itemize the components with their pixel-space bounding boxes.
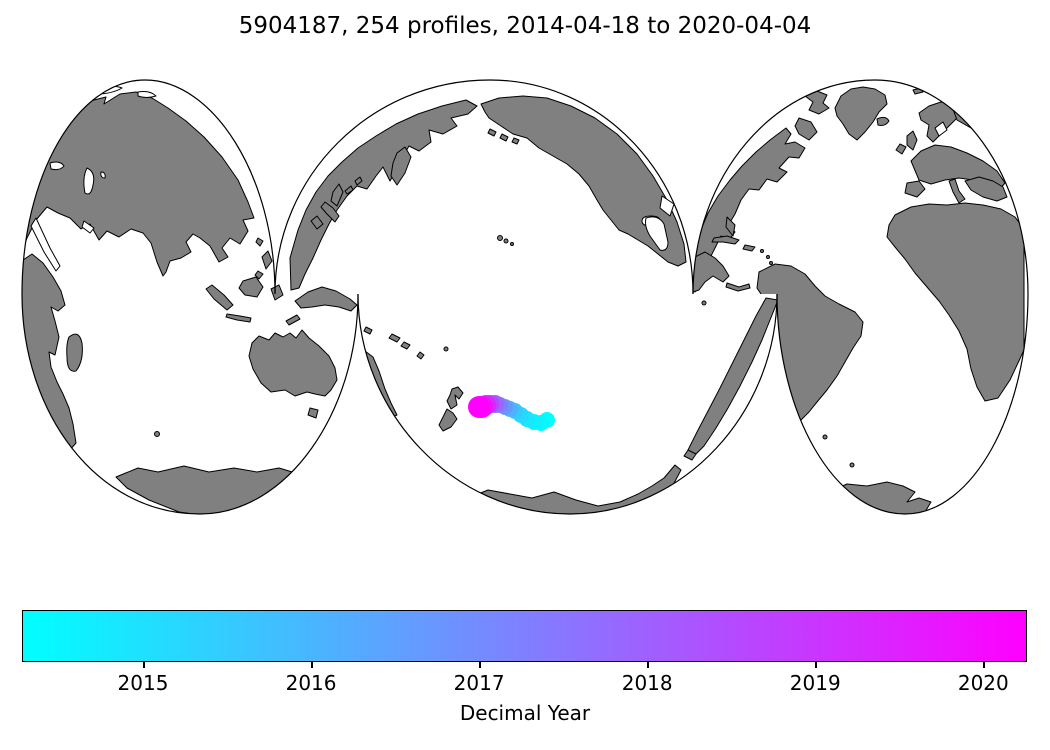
melanesia-islands bbox=[315, 297, 425, 360]
antarctica-indian-sector bbox=[115, 458, 331, 514]
baltic-sea bbox=[934, 121, 948, 137]
hudson-bay bbox=[659, 195, 675, 217]
britain-island bbox=[906, 130, 918, 151]
colorbar-tick-mark bbox=[479, 662, 481, 668]
gulf-of-california bbox=[645, 216, 669, 251]
south-america-landmass bbox=[756, 263, 864, 421]
panama-isthmus bbox=[725, 282, 751, 292]
tierra-del-fuego bbox=[683, 449, 697, 461]
page-title: 5904187, 254 profiles, 2014-04-18 to 202… bbox=[238, 13, 812, 39]
lobe1-south-boundary bbox=[21, 293, 359, 515]
lobe2-south-boundary bbox=[357, 293, 778, 515]
profile-dot bbox=[468, 396, 490, 418]
south-atlantic-island-3 bbox=[815, 486, 821, 492]
colorbar-tick-label: 2020 bbox=[957, 671, 1009, 695]
colorbar-tick-label: 2017 bbox=[453, 671, 505, 695]
puerto-rico-island bbox=[760, 249, 764, 253]
caspian-sea bbox=[83, 167, 95, 195]
madagascar-island bbox=[66, 333, 83, 372]
kuril-islands bbox=[344, 176, 363, 195]
greenland-island bbox=[834, 86, 888, 141]
ireland-island bbox=[895, 143, 907, 155]
aral-sea bbox=[100, 171, 106, 179]
hispaniola-island bbox=[742, 244, 756, 252]
arctic-channel-2 bbox=[137, 91, 157, 98]
lobe3-south-boundary bbox=[776, 293, 1029, 515]
hawaii-island-2 bbox=[503, 238, 509, 244]
africa-landmass bbox=[886, 202, 1025, 402]
fiji-island bbox=[443, 346, 449, 352]
lobe2-north-boundary bbox=[274, 79, 694, 295]
colorbar-axis-label: Decimal Year bbox=[459, 701, 591, 725]
new-zealand-north-island bbox=[446, 386, 464, 410]
south-atlantic-island-2 bbox=[849, 462, 855, 468]
antarctica-pacific-sector bbox=[465, 464, 682, 514]
black-sea bbox=[49, 161, 65, 171]
colorbar-tick-label: 2018 bbox=[621, 671, 673, 695]
colorbar-tick-mark bbox=[311, 662, 313, 668]
australia-landmass bbox=[248, 329, 338, 397]
japan-islands bbox=[310, 201, 340, 230]
hawaii-island-1 bbox=[497, 235, 503, 241]
cuba-island bbox=[711, 235, 740, 245]
colorbar-tick-mark bbox=[815, 662, 817, 668]
colorbar-tick-label: 2015 bbox=[117, 671, 169, 695]
north-america-west bbox=[480, 95, 687, 267]
florida-peninsula bbox=[725, 216, 736, 237]
south-america-pacific-strip bbox=[687, 297, 777, 457]
sakhalin-island bbox=[330, 183, 344, 207]
antarctica-atlantic-sector bbox=[826, 481, 932, 514]
south-atlantic-island-1 bbox=[822, 434, 828, 440]
colorbar-tick-mark bbox=[143, 662, 145, 668]
colorbar-tick-label: 2016 bbox=[285, 671, 337, 695]
eurasia-landmass bbox=[22, 85, 255, 277]
new-zealand-south-island bbox=[438, 408, 458, 432]
baffin-island bbox=[794, 117, 818, 141]
projection-boundary-outlines bbox=[21, 79, 1029, 515]
lobe-pacific-ocean bbox=[275, 95, 777, 514]
hawaii-island-3 bbox=[510, 242, 514, 246]
central-america-atlantic-side bbox=[693, 251, 730, 293]
siberia-landmass bbox=[289, 99, 478, 291]
kamchatka-peninsula bbox=[390, 146, 412, 186]
colorbar-tick-label: 2019 bbox=[789, 671, 841, 695]
antilles-island-2 bbox=[769, 261, 773, 265]
colorbar-tick-mark bbox=[983, 662, 985, 668]
colorbar-tick-mark bbox=[647, 662, 649, 668]
antilles-island-1 bbox=[766, 255, 770, 259]
galapagos-islands bbox=[701, 300, 707, 306]
lobe-indian-ocean bbox=[22, 85, 358, 514]
lobe3-north-boundary bbox=[692, 79, 1029, 295]
aleutian-islands bbox=[487, 128, 520, 145]
north-america-east bbox=[694, 127, 806, 293]
persian-gulf bbox=[81, 220, 95, 234]
float-trajectory-dots bbox=[468, 395, 555, 431]
arctic-channel-1 bbox=[95, 85, 123, 95]
tasmania-island bbox=[307, 407, 319, 419]
colorbar bbox=[22, 610, 1027, 662]
lobe1-north-boundary bbox=[21, 79, 276, 295]
italy-peninsula bbox=[948, 178, 966, 204]
kerguelen-island bbox=[154, 431, 160, 437]
balkans-anatolia bbox=[964, 176, 1008, 202]
iceland-island bbox=[876, 116, 890, 126]
red-sea bbox=[30, 217, 61, 272]
iberia-peninsula bbox=[904, 180, 926, 198]
scandinavia-peninsula bbox=[918, 101, 962, 143]
australia-east-sliver bbox=[364, 350, 398, 419]
lobe-atlantic-ocean bbox=[693, 86, 1025, 514]
canadian-arctic-islands bbox=[804, 90, 830, 115]
